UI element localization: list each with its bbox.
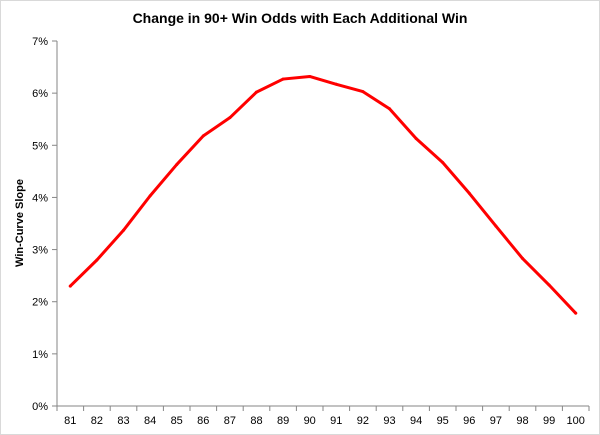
y-tick-label: 1%: [32, 349, 48, 361]
data-point: [201, 134, 205, 138]
data-point: [574, 311, 578, 315]
data-point: [361, 90, 365, 94]
x-tick-label: 95: [437, 415, 449, 427]
y-tick-label: 3%: [32, 245, 48, 257]
y-tick-label: 0%: [32, 401, 48, 413]
data-point: [281, 77, 285, 81]
x-tick-label: 86: [197, 415, 209, 427]
x-tick-label: 81: [64, 415, 76, 427]
y-tick-label: 7%: [32, 36, 48, 48]
y-axis-label: Win-Curve Slope: [14, 179, 26, 267]
y-tick-label: 6%: [32, 88, 48, 100]
data-point: [228, 116, 232, 120]
data-point: [414, 137, 418, 141]
y-tick-label: 5%: [32, 140, 48, 152]
data-point: [494, 224, 498, 228]
data-point: [68, 284, 72, 288]
x-tick-label: 96: [463, 415, 475, 427]
x-tick-label: 93: [383, 415, 395, 427]
data-point: [308, 74, 312, 78]
x-tick-label: 92: [357, 415, 369, 427]
x-tick-label: 98: [516, 415, 528, 427]
data-point: [467, 191, 471, 195]
x-tick-label: 90: [304, 415, 316, 427]
data-point: [388, 107, 391, 111]
x-tick-label: 91: [330, 415, 342, 427]
data-point: [521, 256, 524, 260]
series-line: [68, 74, 578, 315]
series-layer: [68, 74, 578, 315]
x-tick-label: 83: [117, 415, 129, 427]
x-tick-label: 84: [144, 415, 156, 427]
chart-title: Change in 90+ Win Odds with Each Additio…: [133, 10, 468, 26]
data-point: [547, 283, 551, 287]
x-tick-label: 97: [490, 415, 502, 427]
x-ticks: 81 82 83 84 85 86 87 88 89 90 91 92 93 94 95 96 97 98 99 10…: [56, 406, 590, 427]
data-point: [255, 90, 258, 94]
y-tick-label: 2%: [32, 297, 48, 309]
data-point: [122, 228, 125, 232]
x-tick-label: 94: [410, 415, 422, 427]
data-point: [175, 163, 179, 167]
x-tick-label: 100: [567, 415, 585, 427]
data-point: [441, 160, 445, 164]
y-tick-label: 4%: [32, 192, 48, 204]
x-tick-label: 85: [171, 415, 183, 427]
x-tick-label: 89: [277, 415, 289, 427]
x-tick-label: 87: [224, 415, 236, 427]
data-point: [334, 82, 338, 86]
data-point: [95, 258, 99, 262]
y-ticks: 0% 1% 2% 3% 4% 5% 6% 7%: [32, 36, 57, 413]
data-point: [148, 194, 152, 198]
x-tick-label: 99: [543, 415, 555, 427]
x-tick-label: 88: [250, 415, 262, 427]
x-tick-label: 82: [91, 415, 103, 427]
